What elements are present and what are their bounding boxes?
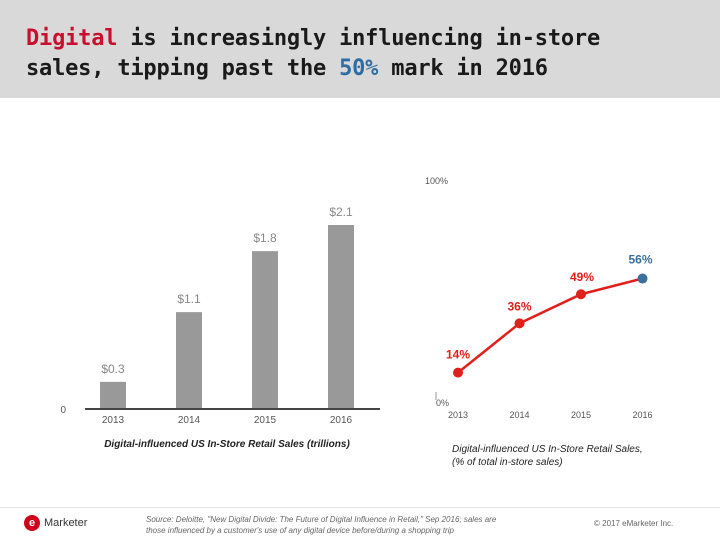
line-x-tick-label: 2016 <box>632 410 652 420</box>
line-point-2014 <box>514 318 525 329</box>
bar-x-tick-label: 2015 <box>254 415 277 426</box>
title-line2-text: sales, tipping past the <box>26 56 340 81</box>
bar-data-label: $1.1 <box>177 292 201 306</box>
line-data-label: 49% <box>570 270 594 284</box>
source-note: Source: Deloitte, "New Digital Divide: T… <box>146 514 556 536</box>
title-line2-end: mark in 2016 <box>378 56 548 81</box>
line-point-2016 <box>637 273 648 284</box>
bar-data-label: $1.8 <box>253 231 277 245</box>
bar-x-axis-title: Digital-influenced US In-Store Retail Sa… <box>104 439 350 450</box>
bar-x-tick-label: 2016 <box>330 415 353 426</box>
bar-y-tick-label: 0 <box>60 405 66 416</box>
source-line-1: Source: Deloitte, "New Digital Divide: T… <box>146 515 497 524</box>
source-line-2: those influenced by a customer's use of … <box>146 526 454 535</box>
bar-x-tick-label: 2013 <box>102 415 125 426</box>
title-banner: Digital is increasingly influencing in-s… <box>0 0 720 98</box>
line-x-tick-label: 2014 <box>509 410 529 420</box>
line-x-tick-label: 2015 <box>571 410 591 420</box>
footer-divider <box>0 507 720 508</box>
title-line1-text: is increasingly influencing in-store <box>117 26 600 51</box>
line-data-label: 56% <box>629 253 653 267</box>
line-series <box>457 277 643 374</box>
line-y-tick-max: 100% <box>425 176 448 186</box>
logo-text: Marketer <box>44 517 88 529</box>
bar-2016 <box>328 225 354 408</box>
line-point-2015 <box>576 289 586 300</box>
line-data-label: 14% <box>446 348 470 362</box>
copyright: © 2017 eMarketer Inc. <box>594 519 674 528</box>
line-x-tick-label: 2013 <box>448 410 468 420</box>
bar-2015 <box>252 251 278 408</box>
logo-e-icon: e <box>24 515 40 531</box>
line-y-tick-min: 0% <box>436 398 449 408</box>
bar-data-label: $2.1 <box>329 205 353 219</box>
bar-2014 <box>176 312 202 408</box>
bar-data-label: $0.3 <box>101 362 125 376</box>
title-highlight-percent: 50% <box>339 56 379 81</box>
bar-x-tick-label: 2014 <box>178 415 201 426</box>
bar-2013 <box>100 381 126 408</box>
line-x-axis-title-1: Digital-influenced US In-Store Retail Sa… <box>452 444 643 455</box>
emarketer-logo: e Marketer <box>24 513 87 533</box>
title-highlight-digital: Digital <box>26 26 118 51</box>
line-data-label: 36% <box>508 299 532 313</box>
line-x-axis-title-2: (% of total in-store sales) <box>452 457 563 468</box>
page-title: Digital is increasingly influencing in-s… <box>26 24 600 84</box>
line-point-2013 <box>453 367 463 378</box>
